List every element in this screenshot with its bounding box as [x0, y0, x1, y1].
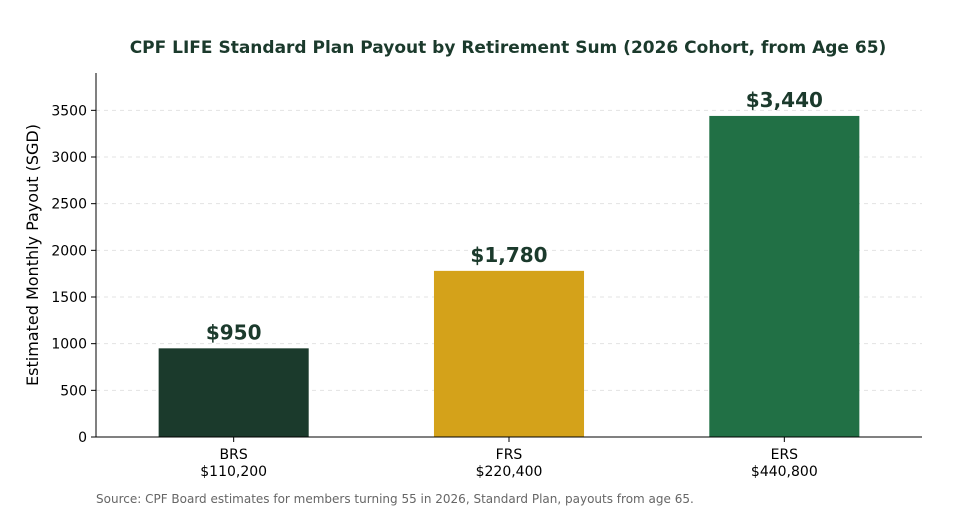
y-tick-label: 500	[60, 383, 87, 399]
source-note: Source: CPF Board estimates for members …	[96, 492, 694, 506]
bar-brs	[158, 348, 309, 437]
data-label-frs: $1,780	[470, 243, 547, 267]
data-label-ers: $3,440	[746, 88, 823, 112]
x-ticks: BRS$110,200 FRS$220,400 ERS$440,800	[200, 437, 818, 480]
x-tick-label-amount: $220,400	[476, 464, 543, 480]
bar-ers	[709, 115, 860, 437]
y-tick-label: 3000	[51, 150, 87, 166]
x-tick-label-code: FRS	[496, 447, 523, 463]
x-tick-label-code: BRS	[220, 447, 248, 463]
y-tick-label: 1000	[51, 337, 87, 353]
x-tick-label-amount: $110,200	[200, 464, 267, 480]
y-tick-label: 1500	[51, 290, 87, 306]
bar-frs	[433, 270, 585, 437]
y-tick-label: 3500	[51, 103, 87, 119]
y-tick-label: 2000	[51, 243, 87, 259]
x-tick-label-code: ERS	[771, 447, 799, 463]
data-label-brs: $950	[206, 320, 262, 344]
y-tick-label: 2500	[51, 197, 87, 213]
chart-title: CPF LIFE Standard Plan Payout by Retirem…	[130, 38, 887, 58]
y-tick-label: 0	[78, 430, 87, 446]
y-ticks: 0 500 1000 1500 2000 2500 3000 3500	[51, 103, 96, 446]
data-labels: $950 $1,780 $3,440	[206, 88, 823, 344]
y-axis-label: Estimated Monthly Payout (SGD)	[23, 124, 42, 386]
x-tick-label-amount: $440,800	[751, 464, 818, 480]
bars	[158, 115, 860, 437]
